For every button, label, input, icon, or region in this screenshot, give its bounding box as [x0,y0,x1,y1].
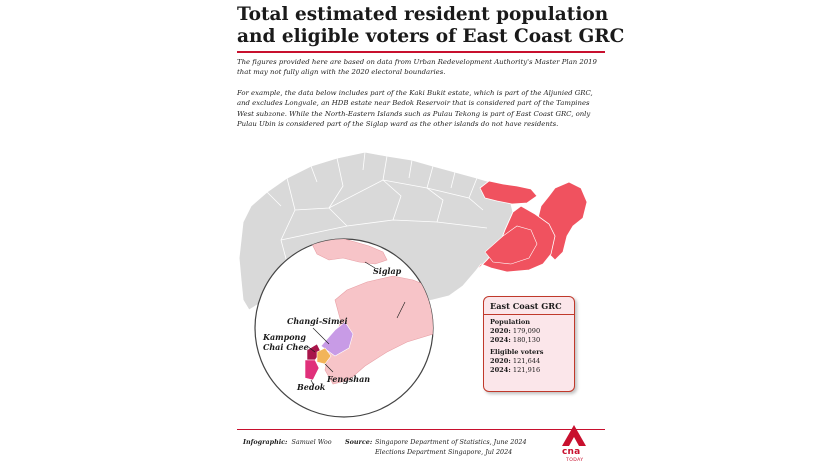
label-changi-simei: Changi-Simei [287,316,348,326]
label-kampong-chai-chee-1: Kampong [262,332,306,342]
title-divider [237,51,605,53]
source-label-block: Source: [345,437,372,447]
pulau-ubin-island [479,180,538,205]
source-line-2: Elections Department Singapore, Jul 2024 [375,448,513,456]
label-kampong-chai-chee-2: Chai Chee [263,342,309,352]
infographic-credit-value: Samuel Woo [291,438,332,446]
logo-text: cna [562,447,581,457]
source-line-1: Singapore Department of Statistics, June… [375,438,527,446]
title-line-2: and eligible voters of East Coast GRC [237,26,625,47]
grc-info-box: East Coast GRC Population 2020: 179,090 … [483,296,575,392]
infographic-credit: Infographic: Samuel Woo [243,437,332,447]
population-2024-value: 180,130 [512,336,541,344]
callout-lines [306,261,406,385]
label-fengshan: Fengshan [326,374,370,384]
changi-simei-zone [320,321,354,357]
intro-paragraph-2: For example, the data below includes par… [237,89,593,129]
source-credit: Singapore Department of Statistics, June… [375,437,527,457]
population-row-2020: 2020: 179,090 [490,327,541,335]
population-row-2024: 2024: 180,130 [490,336,541,344]
voters-row-2020: 2020: 121,644 [490,357,541,365]
singapore-map: Siglap Changi-Simei Kampong Chai Chee Fe… [238,151,588,418]
voters-section: Eligible voters 2020: 121,644 2024: 121,… [484,345,574,375]
logo-subtext: TODAY [566,458,584,463]
voters-2024-value: 121,916 [512,366,541,374]
source-label: Source: [345,438,373,446]
population-section: Population 2020: 179,090 2024: 180,130 [484,315,574,345]
label-siglap: Siglap [373,266,402,276]
page-title: Total estimated resident population and … [237,4,625,48]
population-label: Population [490,318,531,326]
bedok-zone [304,359,320,381]
planning-boundaries [266,151,488,271]
voters-2020-value: 121,644 [512,357,541,365]
voters-label: Eligible voters [490,348,544,356]
voters-row-2024: 2024: 121,916 [490,366,541,374]
footer-divider [237,429,605,430]
fengshan-zone [316,347,332,365]
east-coast-grc-area-2 [484,225,538,265]
info-heading: East Coast GRC [484,297,574,315]
population-2020-value: 179,090 [512,327,541,335]
infographic-panel: Total estimated resident population and … [237,0,625,468]
title-line-1: Total estimated resident population [237,4,609,25]
intro-paragraph-1: The figures provided here are based on d… [237,58,597,77]
infographic-credit-label: Infographic: [243,438,288,446]
cna-logo-icon [562,425,586,446]
label-bedok: Bedok [296,382,326,392]
